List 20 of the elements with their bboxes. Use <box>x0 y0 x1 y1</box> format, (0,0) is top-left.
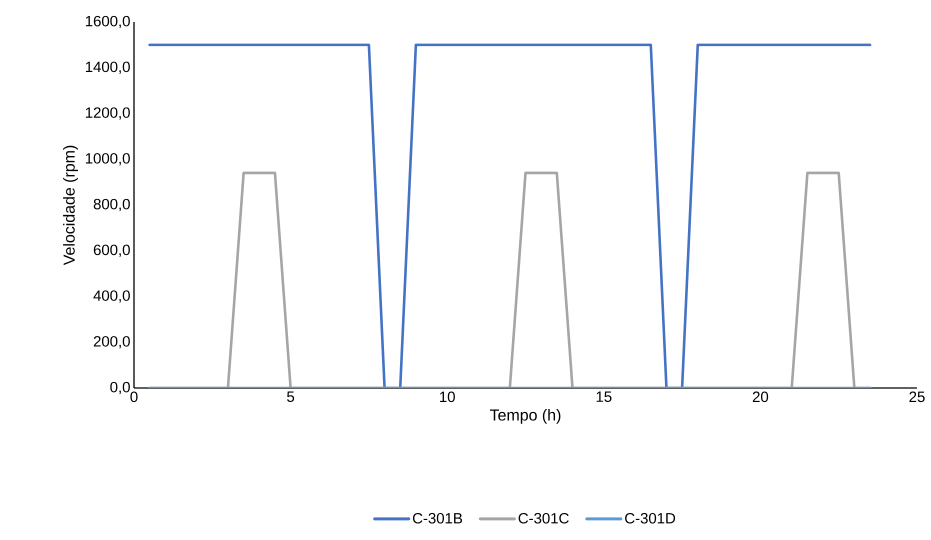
y-axis-title: Velocidade (rpm) <box>63 146 78 266</box>
legend-label: C-301D <box>625 512 676 524</box>
x-axis-title: Tempo (h) <box>490 408 560 424</box>
y-tick-label: 600,0 <box>94 244 130 257</box>
y-tick-label: 0,0 <box>110 382 130 394</box>
y-tick-label: 1000,0 <box>86 153 130 166</box>
y-tick-label: 200,0 <box>94 336 130 348</box>
legend-label: C-301C <box>518 512 569 524</box>
x-tick-label: 0 <box>130 392 138 402</box>
x-tick-label: 10 <box>440 392 455 402</box>
y-tick-label: 400,0 <box>93 290 130 303</box>
y-tick-label: 1400,0 <box>86 62 130 74</box>
legend-label: C-301B <box>412 512 462 524</box>
y-tick-label: 1200,0 <box>86 107 130 120</box>
y-tick-label: 800,0 <box>94 198 130 212</box>
x-tick-label: 25 <box>909 392 925 402</box>
x-tick-label: 5 <box>287 392 294 402</box>
x-tick-label: 15 <box>596 392 612 402</box>
y-tick-label: 1600,0 <box>86 16 130 28</box>
x-tick-label: 20 <box>752 392 768 402</box>
